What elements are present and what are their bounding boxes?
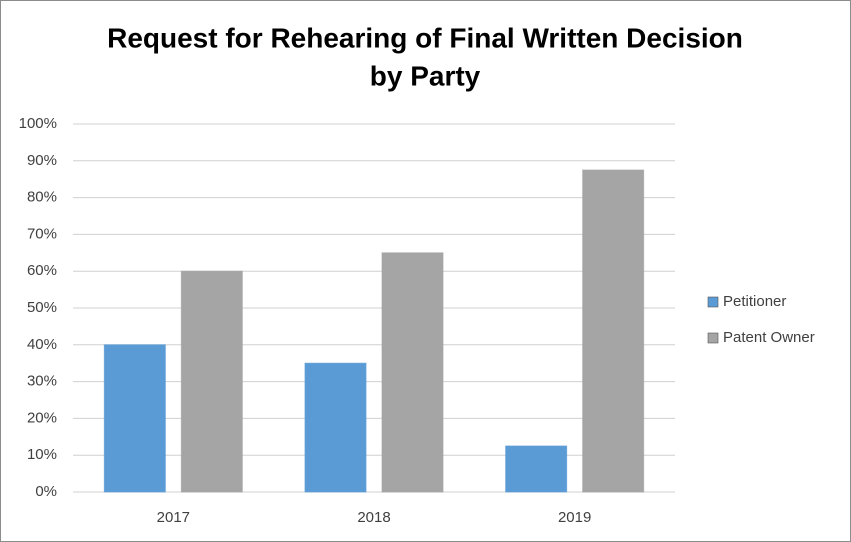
y-tick-label: 30% (27, 373, 57, 390)
x-tick-label: 2017 (157, 509, 190, 526)
bar (582, 169, 645, 493)
y-tick-label: 0% (35, 483, 57, 500)
bar (381, 252, 444, 493)
y-tick-label: 60% (27, 262, 57, 279)
x-tick-label: 2019 (558, 509, 591, 526)
bar (103, 344, 166, 493)
x-tick-label: 2018 (357, 509, 390, 526)
legend-label: Patent Owner (723, 329, 815, 346)
y-tick-label: 10% (27, 446, 57, 463)
y-tick-label: 40% (27, 336, 57, 353)
y-tick-label: 70% (27, 225, 57, 242)
bar (304, 362, 367, 493)
y-tick-label: 50% (27, 299, 57, 316)
y-tick-label: 80% (27, 189, 57, 206)
legend-swatch (707, 332, 719, 344)
chart-title: by Party (370, 60, 481, 91)
bar (505, 445, 568, 493)
y-tick-label: 20% (27, 409, 57, 426)
y-tick-label: 90% (27, 152, 57, 169)
chart-title: Request for Rehearing of Final Written D… (107, 22, 743, 53)
legend-swatch (707, 296, 719, 308)
y-tick-label: 100% (19, 115, 57, 132)
legend-label: Petitioner (723, 293, 786, 310)
bar (180, 270, 243, 493)
